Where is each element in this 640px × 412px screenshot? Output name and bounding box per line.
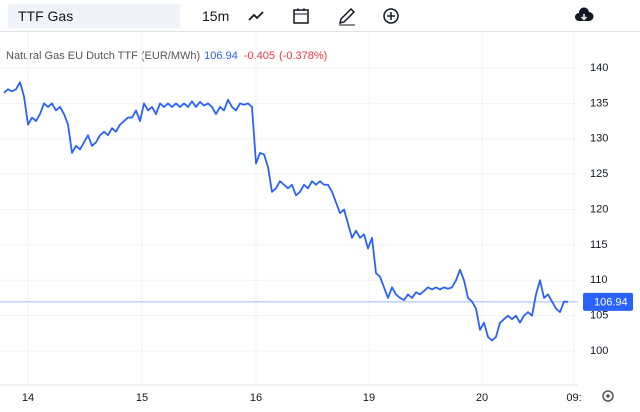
change-percent: (-0.378%) [279, 50, 327, 62]
last-price-tag [583, 292, 633, 311]
interval[interactable]: 15m [202, 8, 230, 24]
y-tick-label: 110 [590, 274, 608, 286]
y-tick-label: 125 [590, 168, 608, 180]
y-tick-label: 100 [590, 345, 608, 357]
x-tick-label: 19 [363, 392, 375, 404]
legend: Natural Gas EU Dutch TTF (EUR/MWh) 106.94… [6, 50, 327, 62]
x-tick-label: 16 [250, 392, 262, 404]
symbol-search[interactable]: TTF Gas [8, 4, 180, 28]
x-tick-label: 14 [22, 392, 34, 404]
y-tick-label: 105 [590, 310, 608, 322]
x-tick-label: 09: [566, 392, 581, 404]
download-icon[interactable] [574, 6, 594, 26]
x-tick-label: 15 [136, 392, 148, 404]
settings-icon[interactable] [602, 390, 614, 402]
x-tick-label: 20 [476, 392, 488, 404]
y-tick-label: 140 [590, 62, 608, 74]
last-price-label: 106.94 [594, 296, 628, 308]
last-value: 106.94 [204, 50, 238, 62]
y-tick-label: 130 [590, 133, 608, 145]
toolbar: TTF Gas 15m [0, 0, 640, 32]
price-line [3, 81, 569, 342]
draw-icon[interactable] [337, 6, 357, 26]
chart: Natural Gas EU Dutch TTF (EUR/MWh) 106.94… [0, 32, 633, 404]
add-icon[interactable] [381, 6, 401, 26]
y-tick-label: 115 [590, 239, 608, 251]
y-tick-label: 120 [590, 203, 608, 215]
chart-type-icon[interactable] [246, 6, 266, 26]
y-tick-label: 135 [590, 97, 608, 109]
series-name: Natural Gas EU Dutch TTF (EUR/MWh) [6, 50, 200, 62]
change: -0.405 [244, 50, 275, 62]
calendar-icon[interactable] [291, 6, 311, 26]
